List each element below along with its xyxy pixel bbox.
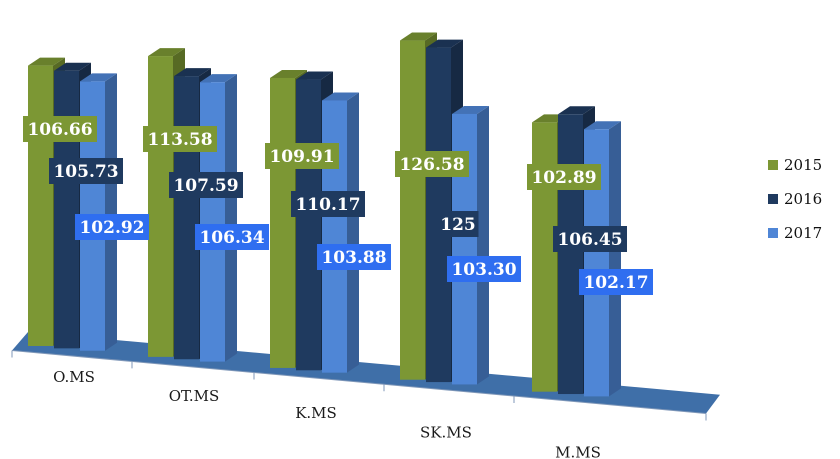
legend-item-2015: 2015 — [768, 148, 822, 182]
data-label-box — [291, 191, 365, 217]
bar-top-2016-OT.MS — [174, 68, 211, 77]
bar-2017-OT.MS — [200, 82, 225, 362]
bar-top-2016-SK.MS — [426, 39, 463, 48]
category-label-O.MS: O.MS — [53, 368, 95, 386]
data-label-2017-OT.MS: 106.34 — [195, 224, 269, 250]
data-label-box — [553, 226, 627, 252]
bar-side-2017-K.MS — [347, 92, 359, 373]
bar-top-2015-SK.MS — [400, 32, 437, 41]
bar-2016-OT.MS — [174, 76, 199, 360]
data-label-text: 105.73 — [53, 162, 118, 182]
category-label-K.MS: K.MS — [295, 404, 337, 422]
legend-label-2015: 2015 — [784, 156, 823, 174]
data-label-2017-M.MS: 102.17 — [579, 269, 653, 295]
data-label-box — [49, 158, 123, 184]
data-label-text: 103.88 — [321, 248, 386, 268]
data-label-text: 113.58 — [147, 130, 212, 150]
data-label-text: 110.17 — [295, 195, 360, 215]
data-label-2017-O.MS: 102.92 — [75, 214, 149, 240]
data-label-2016-OT.MS: 107.59 — [169, 172, 243, 198]
bar-top-2017-OT.MS — [200, 74, 237, 83]
bar-top-2016-K.MS — [296, 71, 333, 80]
bar-2015-K.MS — [270, 77, 295, 368]
data-label-2017-K.MS: 103.88 — [317, 244, 391, 270]
data-label-text: 109.91 — [269, 147, 334, 167]
data-label-box — [75, 214, 149, 240]
x-axis-line — [11, 350, 707, 414]
category-label-M.MS: M.MS — [555, 444, 601, 459]
data-label-box — [527, 164, 601, 190]
legend-swatch-2016 — [768, 194, 778, 204]
data-label-2016-SK.MS: 125 — [437, 211, 479, 237]
category-label-OT.MS: OT.MS — [169, 387, 220, 405]
legend-label-2016: 2016 — [784, 190, 823, 208]
data-label-2016-O.MS: 105.73 — [49, 158, 123, 184]
bar-side-2017-O.MS — [105, 73, 117, 351]
bar-2015-SK.MS — [400, 40, 425, 380]
bar-top-2017-SK.MS — [452, 105, 489, 114]
bar-2016-M.MS — [558, 114, 583, 395]
bar-top-2015-K.MS — [270, 69, 307, 78]
data-label-text: 102.92 — [79, 218, 144, 238]
data-label-text: 103.30 — [451, 260, 516, 280]
data-label-2015-O.MS: 106.66 — [23, 116, 97, 142]
bar-top-2017-K.MS — [322, 92, 359, 101]
legend-swatch-2017 — [768, 228, 778, 238]
data-label-2016-K.MS: 110.17 — [291, 191, 365, 217]
legend-swatch-2015 — [768, 160, 778, 170]
bar-2016-K.MS — [296, 79, 321, 371]
data-label-2017-SK.MS: 103.30 — [447, 256, 521, 282]
bar-2017-K.MS — [322, 100, 347, 373]
bar-side-2017-SK.MS — [477, 105, 489, 385]
data-label-text: 102.17 — [583, 273, 648, 293]
bar-top-2017-O.MS — [80, 73, 117, 82]
data-label-box — [195, 224, 269, 250]
bar-top-2015-OT.MS — [148, 48, 185, 57]
bar-top-2016-O.MS — [54, 62, 91, 71]
bar-top-2017-M.MS — [584, 121, 621, 130]
data-label-2015-SK.MS: 126.58 — [395, 151, 469, 177]
data-label-box — [447, 256, 521, 282]
data-label-2015-OT.MS: 113.58 — [143, 126, 217, 152]
data-label-text: 107.59 — [173, 176, 238, 196]
data-label-2015-M.MS: 102.89 — [527, 164, 601, 190]
bar-2015-OT.MS — [148, 56, 173, 357]
bar-2015-O.MS — [28, 65, 53, 346]
bar-top-2015-O.MS — [28, 57, 65, 66]
bar-2015-M.MS — [532, 122, 557, 392]
data-label-box — [143, 126, 217, 152]
legend-item-2016: 2016 — [768, 182, 822, 216]
legend-item-2017: 2017 — [768, 216, 822, 250]
bar-2016-O.MS — [54, 70, 79, 349]
data-label-box — [169, 172, 243, 198]
data-label-text: 126.58 — [399, 155, 464, 175]
data-label-box — [395, 151, 469, 177]
data-label-text: 106.34 — [199, 228, 264, 248]
data-label-box — [23, 116, 97, 142]
legend-label-2017: 2017 — [784, 224, 823, 242]
data-label-box — [265, 143, 339, 169]
data-label-box — [317, 244, 391, 270]
data-label-text: 106.45 — [557, 230, 622, 250]
data-label-text: 125 — [440, 215, 476, 235]
data-label-2016-M.MS: 106.45 — [553, 226, 627, 252]
bar-side-2017-OT.MS — [225, 74, 237, 362]
data-label-text: 102.89 — [531, 168, 596, 188]
bar-side-2017-M.MS — [609, 121, 621, 397]
data-label-box — [437, 211, 479, 237]
category-label-SK.MS: SK.MS — [420, 424, 472, 442]
data-label-2015-K.MS: 109.91 — [265, 143, 339, 169]
bar-top-2016-M.MS — [558, 106, 595, 115]
data-label-box — [579, 269, 653, 295]
legend: 2015 2016 2017 — [768, 148, 822, 250]
data-label-text: 106.66 — [27, 120, 92, 140]
